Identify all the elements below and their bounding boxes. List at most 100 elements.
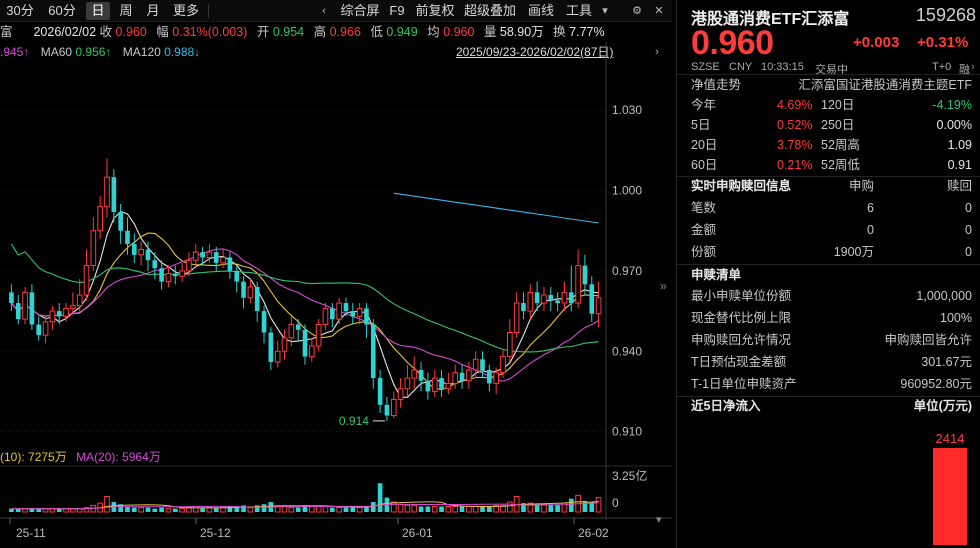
volume-bar: [534, 504, 540, 512]
candle-body: [575, 265, 581, 304]
volume-bar: [472, 505, 479, 513]
candle-body: [521, 303, 526, 312]
candle-body: [159, 268, 164, 282]
candle-body: [568, 292, 574, 304]
volume-bar: [364, 506, 369, 512]
candle-body: [213, 252, 219, 263]
candle-body: [350, 311, 356, 317]
flow-unit: 单位(万元): [913, 399, 972, 413]
f9-button[interactable]: F9: [389, 3, 405, 18]
y-tick-label: 0.970: [612, 264, 642, 278]
perf-value: -4.19%: [932, 98, 972, 112]
vol-ma20-label: MA(20):: [76, 450, 123, 464]
candle-body: [343, 303, 349, 312]
ma60-label: MA60: [40, 45, 73, 59]
candle-body: [83, 265, 90, 296]
date-range-label[interactable]: 2025/09/23-2026/02/02(87日): [456, 45, 614, 59]
kline-chart[interactable]: 1.030 1.000 0.970 0.940 0.910 25-11 25-12 26-01…: [0, 0, 672, 548]
amp-value: 0.31%(0.003): [172, 25, 248, 39]
candle-body: [356, 307, 363, 317]
volume-bar: [404, 504, 411, 513]
collapse-left-icon[interactable]: ‹: [322, 5, 326, 17]
candle-body: [513, 302, 520, 334]
close-label: 收: [99, 25, 113, 39]
candle-body: [261, 311, 267, 333]
candle-body: [404, 377, 411, 390]
period-week-button[interactable]: 周: [119, 3, 133, 18]
ma10-line: [10, 232, 599, 391]
super-overlay-button[interactable]: 超级叠加: [463, 3, 516, 18]
ma60-value: 0.956↑: [75, 45, 112, 59]
open-label: 开: [256, 25, 270, 39]
nav-trend-row[interactable]: 净值走势 汇添富国证港股通消费主题ETF: [691, 75, 972, 95]
perf-value: 0.00%: [936, 118, 972, 132]
settings-icon[interactable]: ⚙: [632, 5, 642, 17]
perf-label: 5日: [691, 118, 711, 132]
candle-body: [241, 281, 246, 298]
vol-tick-label: 3.25亿: [612, 468, 647, 483]
vol-ma10-value: 7275万: [28, 450, 67, 464]
period-60min-button[interactable]: 60分: [48, 3, 76, 18]
chevron-right-icon[interactable]: ›: [655, 46, 659, 58]
volume-bar: [507, 501, 513, 513]
candle-body: [439, 378, 444, 389]
list-label: 现金替代比例上限: [691, 311, 792, 325]
low-value: 0.949: [386, 25, 418, 39]
candle-body: [336, 302, 342, 320]
forward-adjust-button[interactable]: 前复权: [415, 3, 455, 18]
chevron-down-icon[interactable]: ▾: [602, 5, 608, 17]
high-value: 0.966: [329, 25, 361, 39]
scroll-down-icon[interactable]: ▾: [656, 514, 662, 526]
perf-value: 0.21%: [777, 158, 813, 172]
flow-title: 近5日净流入: [691, 399, 761, 413]
candle-body: [500, 356, 506, 374]
candle-body: [595, 297, 602, 315]
panel-toggle-icon[interactable]: ›: [971, 61, 975, 73]
quote-time: 10:33:15: [761, 61, 804, 73]
volume-bar: [261, 504, 267, 512]
divider: [677, 396, 980, 397]
list-value: 960952.80元: [900, 377, 972, 391]
period-day-button[interactable]: 日: [86, 2, 110, 20]
volume-bar: [555, 504, 560, 512]
candle-body: [459, 372, 465, 381]
candle-body: [206, 251, 213, 259]
draw-line-button[interactable]: 画线: [527, 3, 554, 18]
more-periods-button[interactable]: 更多: [172, 3, 199, 18]
volume-bar: [425, 506, 431, 512]
realtime-row: 金额 0 0: [691, 220, 972, 240]
candle-body: [370, 324, 376, 379]
avg-label: 均: [427, 25, 440, 39]
period-month-button[interactable]: 月: [146, 3, 160, 18]
candle-body: [131, 244, 137, 255]
candle-body: [295, 324, 301, 330]
chart-toolbar: 30分 60分 日 周 月 更多 ‹ 综合屏 F9 前复权 超级叠加 画线 工具…: [0, 0, 672, 22]
volume-bar: [329, 507, 335, 512]
realtime-title: 实时申购赎回信息: [691, 179, 792, 193]
composite-screen-button[interactable]: 综合屏: [340, 3, 380, 18]
volume-bar: [493, 504, 499, 513]
candle-body: [507, 332, 513, 358]
tools-button[interactable]: 工具: [565, 3, 592, 18]
candle-body: [227, 257, 233, 271]
volume-bar: [172, 508, 178, 512]
ma20-line: [10, 248, 599, 382]
list-title: 申赎清单: [691, 268, 742, 282]
x-tick-label: 26-02: [578, 526, 609, 540]
period-30min-button[interactable]: 30分: [6, 3, 34, 18]
volume-bar: [377, 483, 383, 512]
close-icon[interactable]: ✕: [654, 5, 664, 17]
expand-panel-icon[interactable]: »: [660, 279, 667, 293]
volume-bar: [36, 508, 42, 512]
volume-bar: [159, 507, 164, 512]
candle-body: [322, 307, 329, 325]
candle-body: [315, 323, 322, 347]
volume-bar: [431, 505, 438, 513]
name-fragment: 富: [0, 25, 13, 39]
perf-label: 20日: [691, 138, 718, 152]
volume-bar: [104, 495, 110, 513]
ma120-value: 0.988↓: [164, 45, 201, 59]
candle-body: [104, 176, 110, 208]
volume-bar: [200, 507, 205, 512]
candle-body: [548, 295, 554, 301]
